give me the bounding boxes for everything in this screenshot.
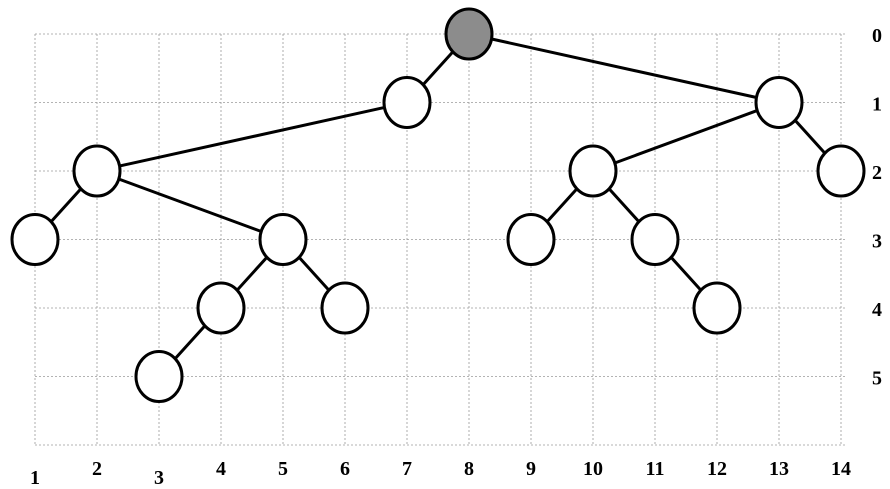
y-label-4: 4 [872,299,882,321]
tree-node-n11_3 [630,213,680,266]
tree-node-n10_2 [568,144,618,198]
tree-node-n5_3 [258,213,308,266]
edge-n8_0-n13_1 [468,32,780,104]
x-label-6: 6 [340,458,350,480]
x-label-1: 1 [30,467,40,489]
tree-node-n6_4 [320,281,370,335]
edge-n7_1-n2_2 [96,101,408,173]
tree-node-n3_5 [134,350,184,403]
x-label-2: 2 [92,458,102,480]
tree-node-n1_3 [10,213,60,266]
x-label-8: 8 [464,458,474,480]
root-node [444,7,494,61]
y-label-0: 0 [872,25,882,47]
x-label-10: 10 [583,458,603,480]
tree-node-n12_4 [692,281,742,335]
tree-node-n13_1 [754,76,804,129]
grid [34,33,845,446]
y-label-3: 3 [872,231,882,253]
x-label-14: 14 [831,458,851,480]
nodes [10,7,866,403]
edge-n2_2-n5_3 [96,169,284,241]
x-label-11: 11 [646,458,665,480]
tree-node-n14_2 [816,144,866,198]
x-axis-labels: 1 2 3 4 5 6 7 8 9 10 11 12 13 14 [30,458,851,489]
x-label-12: 12 [707,458,727,480]
tree-node-n7_1 [382,76,432,129]
tree-node-n2_2 [72,144,122,198]
y-label-1: 1 [872,94,882,116]
y-label-2: 2 [872,162,882,184]
x-label-4: 4 [216,458,226,480]
x-label-5: 5 [278,458,288,480]
tree-node-n9_3 [506,213,556,266]
tree-node-n4_4 [196,281,246,335]
y-label-5: 5 [872,368,882,390]
x-label-9: 9 [526,458,536,480]
x-label-3: 3 [154,467,164,489]
x-label-7: 7 [402,458,412,480]
x-label-13: 13 [769,458,789,480]
edge-n13_1-n10_2 [592,101,780,173]
y-axis-labels: 0 1 2 3 4 5 [872,25,882,390]
